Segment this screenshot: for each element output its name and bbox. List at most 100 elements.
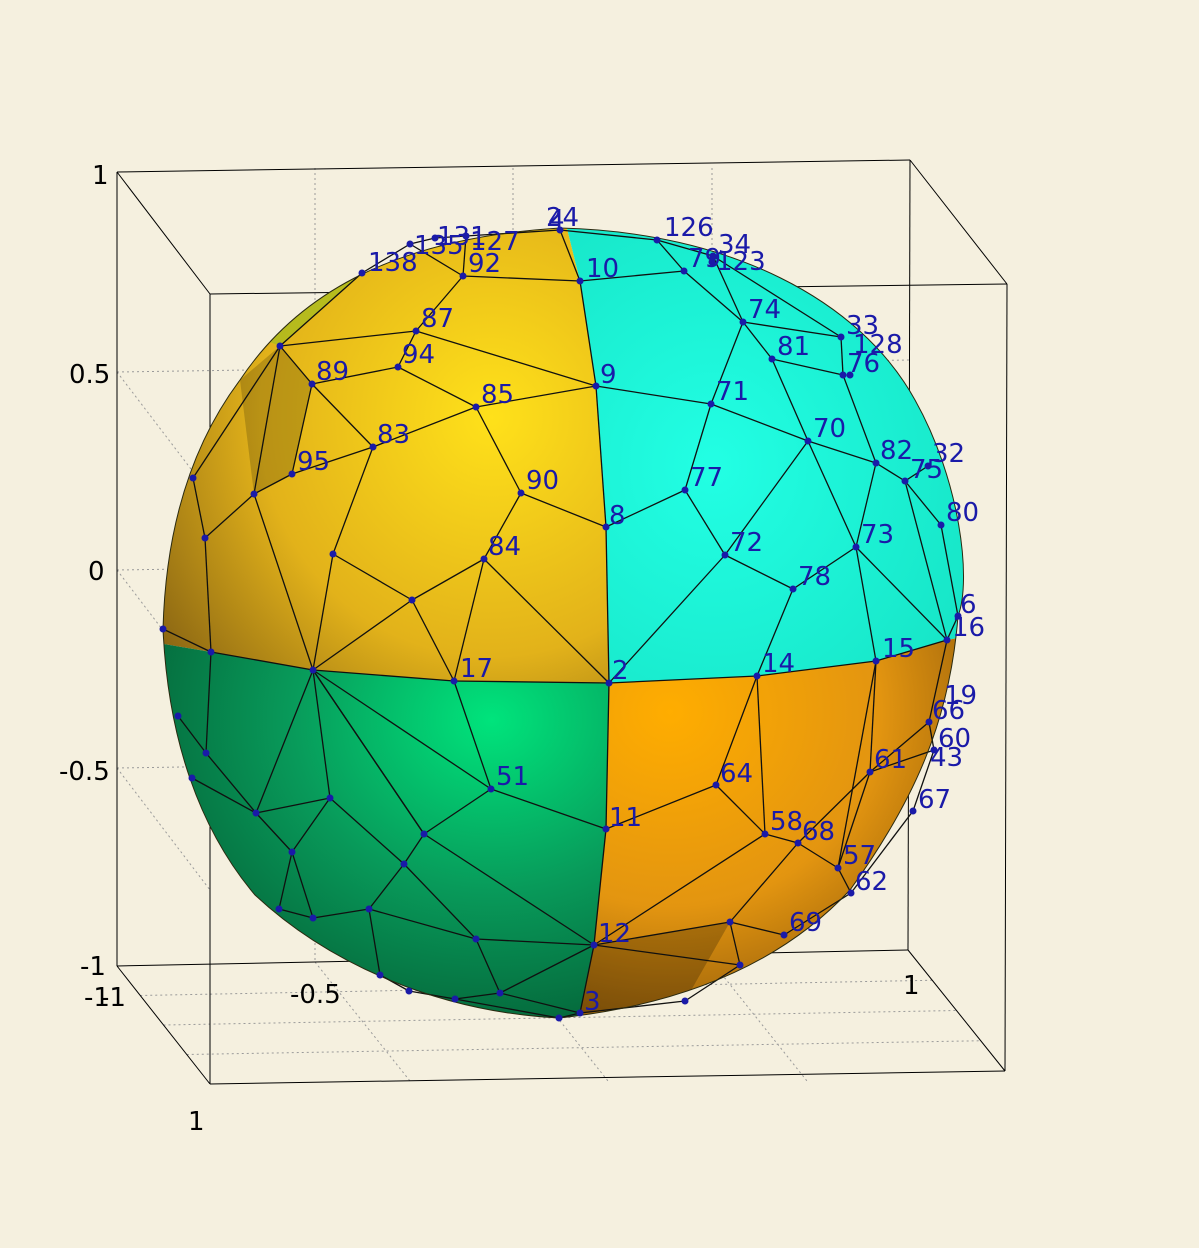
vertex-dot bbox=[159, 625, 167, 633]
vertex-label: 2 bbox=[612, 656, 629, 686]
mesh-edge bbox=[715, 675, 758, 786]
mesh-edge bbox=[204, 493, 255, 539]
vertex-dot bbox=[866, 768, 874, 776]
vertex-dot bbox=[937, 521, 945, 529]
vertex-dot bbox=[924, 462, 932, 470]
mesh-edge bbox=[278, 851, 293, 910]
mesh-edge bbox=[312, 669, 425, 835]
mesh-edge bbox=[462, 235, 467, 277]
mesh-edge bbox=[840, 336, 844, 376]
vertex-dot bbox=[739, 318, 747, 326]
vertex-dot bbox=[839, 371, 847, 379]
vertex-label: 127 bbox=[470, 227, 520, 257]
vertex-label: 64 bbox=[720, 759, 753, 789]
vertex-dot bbox=[901, 477, 909, 485]
mesh-edge bbox=[684, 964, 741, 1002]
vertex-label: 78 bbox=[798, 562, 831, 592]
vertex-dot bbox=[721, 551, 729, 559]
mesh-edge bbox=[756, 588, 794, 677]
vertex-dot bbox=[709, 252, 717, 260]
vertex-dot bbox=[201, 534, 209, 542]
vertex-label: 82 bbox=[880, 436, 913, 466]
vertex-label: 67 bbox=[918, 785, 951, 815]
vertex-label: 62 bbox=[855, 867, 888, 897]
mesh-edge bbox=[499, 992, 581, 1014]
mesh-edge bbox=[475, 406, 522, 494]
vertex-dot bbox=[872, 657, 880, 665]
mesh-edge bbox=[855, 546, 877, 662]
vertex-label: 71 bbox=[716, 377, 749, 407]
vertex-dot bbox=[250, 490, 258, 498]
vertex-dot bbox=[450, 677, 458, 685]
vertex-dot bbox=[288, 470, 296, 478]
mesh-edge bbox=[311, 366, 399, 385]
vertex-label: 51 bbox=[496, 762, 529, 792]
mesh-edge bbox=[434, 235, 467, 239]
vertex-label: 77 bbox=[690, 463, 723, 493]
mesh-edge bbox=[593, 944, 741, 966]
vertex-dot bbox=[451, 995, 459, 1003]
axis-ticks: 1 0.5 0 -0.5 -1-1 -0.5 1 -1 1 bbox=[59, 161, 920, 1137]
mesh-edge bbox=[875, 639, 948, 662]
box-depth-edge bbox=[907, 949, 1006, 1072]
mesh-edge bbox=[807, 440, 877, 464]
vertex-dot bbox=[576, 1009, 584, 1017]
mesh-edge bbox=[837, 867, 852, 894]
vertex-dot bbox=[930, 746, 938, 754]
mesh-edge bbox=[454, 992, 501, 1000]
vertex-label: 69 bbox=[789, 908, 822, 938]
vertex-label: 79 bbox=[688, 244, 721, 274]
box-depth-edge bbox=[116, 965, 211, 1085]
vertex-dot bbox=[846, 371, 854, 379]
vertex-label: 135 bbox=[414, 231, 464, 261]
mesh-edge bbox=[368, 908, 381, 976]
vertex-label: 16 bbox=[952, 613, 985, 643]
vertex-dot bbox=[189, 474, 197, 482]
mesh-edge bbox=[605, 526, 610, 684]
mesh-edge bbox=[710, 403, 809, 442]
vertex-label: 83 bbox=[377, 420, 410, 450]
vertex-label: 60 bbox=[938, 724, 971, 754]
vertex-label: 58 bbox=[770, 807, 803, 837]
mesh-edge bbox=[756, 660, 877, 677]
vertex-label: 87 bbox=[421, 304, 454, 334]
vertex-dot bbox=[605, 679, 613, 687]
vertex-dot bbox=[834, 864, 842, 872]
mesh-edge bbox=[904, 465, 929, 482]
vertex-label: 66 bbox=[932, 696, 965, 726]
mesh-edge bbox=[742, 321, 842, 338]
mesh-edge bbox=[724, 440, 809, 556]
vertex-dot bbox=[487, 785, 495, 793]
mesh-edge bbox=[312, 669, 331, 799]
mesh-edge bbox=[771, 358, 809, 442]
mesh-edge bbox=[205, 651, 212, 754]
mesh-edge bbox=[579, 944, 595, 1014]
vertex-dot bbox=[872, 459, 880, 467]
vertex-dot bbox=[275, 905, 283, 913]
vertex-label: 4 bbox=[548, 205, 565, 235]
axis-tick-label: -0.5 bbox=[59, 757, 110, 787]
mesh-edge bbox=[605, 682, 610, 830]
vertex-dot bbox=[909, 807, 917, 815]
mesh-edge bbox=[372, 406, 477, 448]
grid-line bbox=[186, 1040, 981, 1055]
mesh-edge bbox=[928, 639, 948, 723]
box-depth-edge bbox=[116, 171, 211, 295]
vertex-dot bbox=[309, 666, 317, 674]
vertex-dot bbox=[954, 612, 962, 620]
vertex-dot bbox=[408, 596, 416, 604]
vertex-dot bbox=[592, 382, 600, 390]
vertex-label: 15 bbox=[882, 634, 915, 664]
vertex-label: 68 bbox=[802, 817, 835, 847]
patch-shadow bbox=[580, 922, 730, 1013]
vertex-dot bbox=[472, 935, 480, 943]
mesh-edge bbox=[368, 863, 405, 910]
mesh-edge bbox=[912, 749, 935, 812]
vertex-dot bbox=[431, 234, 439, 242]
vertex-dot bbox=[712, 781, 720, 789]
mesh-edges bbox=[162, 227, 965, 1019]
mesh-edge bbox=[797, 842, 839, 869]
vertex-dot bbox=[406, 240, 414, 248]
mesh-edge bbox=[837, 771, 871, 869]
